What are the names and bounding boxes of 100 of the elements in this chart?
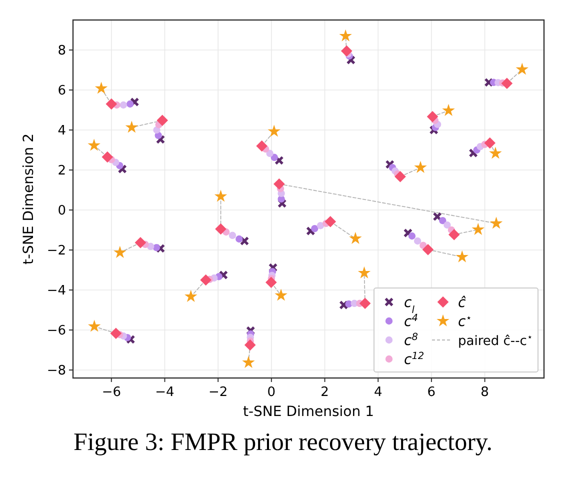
point	[316, 222, 324, 230]
y-tick-label: 2	[58, 164, 66, 179]
point	[156, 244, 166, 253]
point	[274, 156, 284, 165]
legend-label: ĉ	[458, 295, 466, 311]
point	[501, 78, 513, 90]
legend-label: paired ĉ--c$^{⋆}$	[458, 333, 533, 349]
caption: Figure 3: FMPR prior recovery trajectory.	[73, 429, 493, 456]
y-tick-label: 4	[58, 124, 66, 139]
point	[439, 217, 446, 224]
point	[490, 216, 503, 229]
point	[268, 124, 280, 137]
point	[468, 148, 478, 158]
point	[489, 146, 502, 159]
legend-label: c$_{l}$	[404, 295, 415, 316]
point	[218, 270, 228, 280]
point	[266, 276, 277, 288]
point	[110, 328, 122, 340]
y-tick-label: −2	[46, 244, 66, 259]
point	[214, 190, 228, 202]
point	[448, 228, 460, 240]
point	[484, 137, 496, 149]
point	[152, 244, 160, 252]
point	[278, 198, 287, 208]
legend-label: c$^{⋆}$	[458, 312, 472, 330]
x-tick-label: 4	[374, 385, 382, 400]
point	[484, 78, 494, 87]
point	[349, 232, 362, 244]
point	[134, 236, 146, 248]
point	[422, 244, 434, 256]
point	[114, 246, 126, 258]
y-axis-title: t-SNE Dimension 2	[21, 134, 37, 264]
point	[311, 225, 318, 232]
point	[153, 126, 160, 134]
x-tick-label: 0	[267, 385, 276, 400]
point	[274, 288, 288, 301]
x-axis-title: t-SNE Dimension 1	[243, 404, 374, 420]
point	[130, 97, 140, 107]
y-tick-label: 0	[58, 204, 66, 219]
point	[126, 100, 134, 108]
point	[432, 212, 442, 222]
point	[156, 114, 168, 126]
point	[215, 223, 226, 235]
point	[236, 235, 243, 243]
point	[125, 120, 138, 133]
point	[456, 250, 468, 262]
point	[346, 55, 356, 65]
point	[200, 274, 212, 286]
y-tick-label: 6	[58, 84, 66, 99]
point	[358, 266, 371, 278]
legend-label: c$^{4}$	[404, 312, 418, 330]
point	[516, 62, 528, 75]
point	[339, 300, 348, 310]
point	[270, 154, 278, 161]
point	[268, 263, 278, 272]
point	[266, 150, 274, 157]
x-tick-label: 8	[480, 385, 489, 400]
point	[240, 236, 250, 246]
x-tick-label: 6	[427, 385, 436, 400]
point	[88, 138, 100, 151]
point	[408, 232, 416, 240]
point	[120, 101, 128, 109]
point	[414, 237, 422, 245]
point	[339, 29, 352, 42]
point	[426, 110, 438, 122]
point	[444, 221, 451, 229]
point	[106, 98, 118, 110]
point	[472, 222, 484, 235]
y-tick-label: −4	[46, 284, 66, 299]
point	[359, 298, 371, 310]
point	[442, 104, 455, 116]
point	[429, 125, 438, 135]
x-tick-label: −2	[208, 385, 228, 400]
point	[126, 334, 136, 344]
point	[274, 178, 285, 190]
point	[324, 216, 336, 228]
point	[414, 160, 427, 173]
point	[394, 170, 406, 182]
point	[184, 290, 198, 302]
point	[118, 164, 127, 174]
y-tick-label: 8	[58, 44, 66, 59]
point	[156, 134, 166, 144]
point	[306, 226, 316, 236]
legend-label: c$^{8}$	[404, 332, 418, 349]
point	[385, 160, 394, 169]
point	[228, 232, 236, 239]
y-tick-label: −8	[46, 364, 66, 379]
point	[242, 356, 255, 368]
x-tick-label: −4	[155, 385, 174, 400]
x-tick-label: 2	[320, 385, 329, 400]
point	[88, 320, 101, 332]
point	[94, 82, 108, 94]
x-tick-label: −6	[102, 385, 121, 400]
legend-label: c$^{12}$	[404, 350, 424, 368]
point	[256, 140, 268, 152]
point	[244, 339, 256, 351]
point	[102, 151, 114, 163]
y-tick-label: −6	[46, 324, 66, 339]
point	[403, 228, 413, 238]
point	[340, 45, 352, 57]
